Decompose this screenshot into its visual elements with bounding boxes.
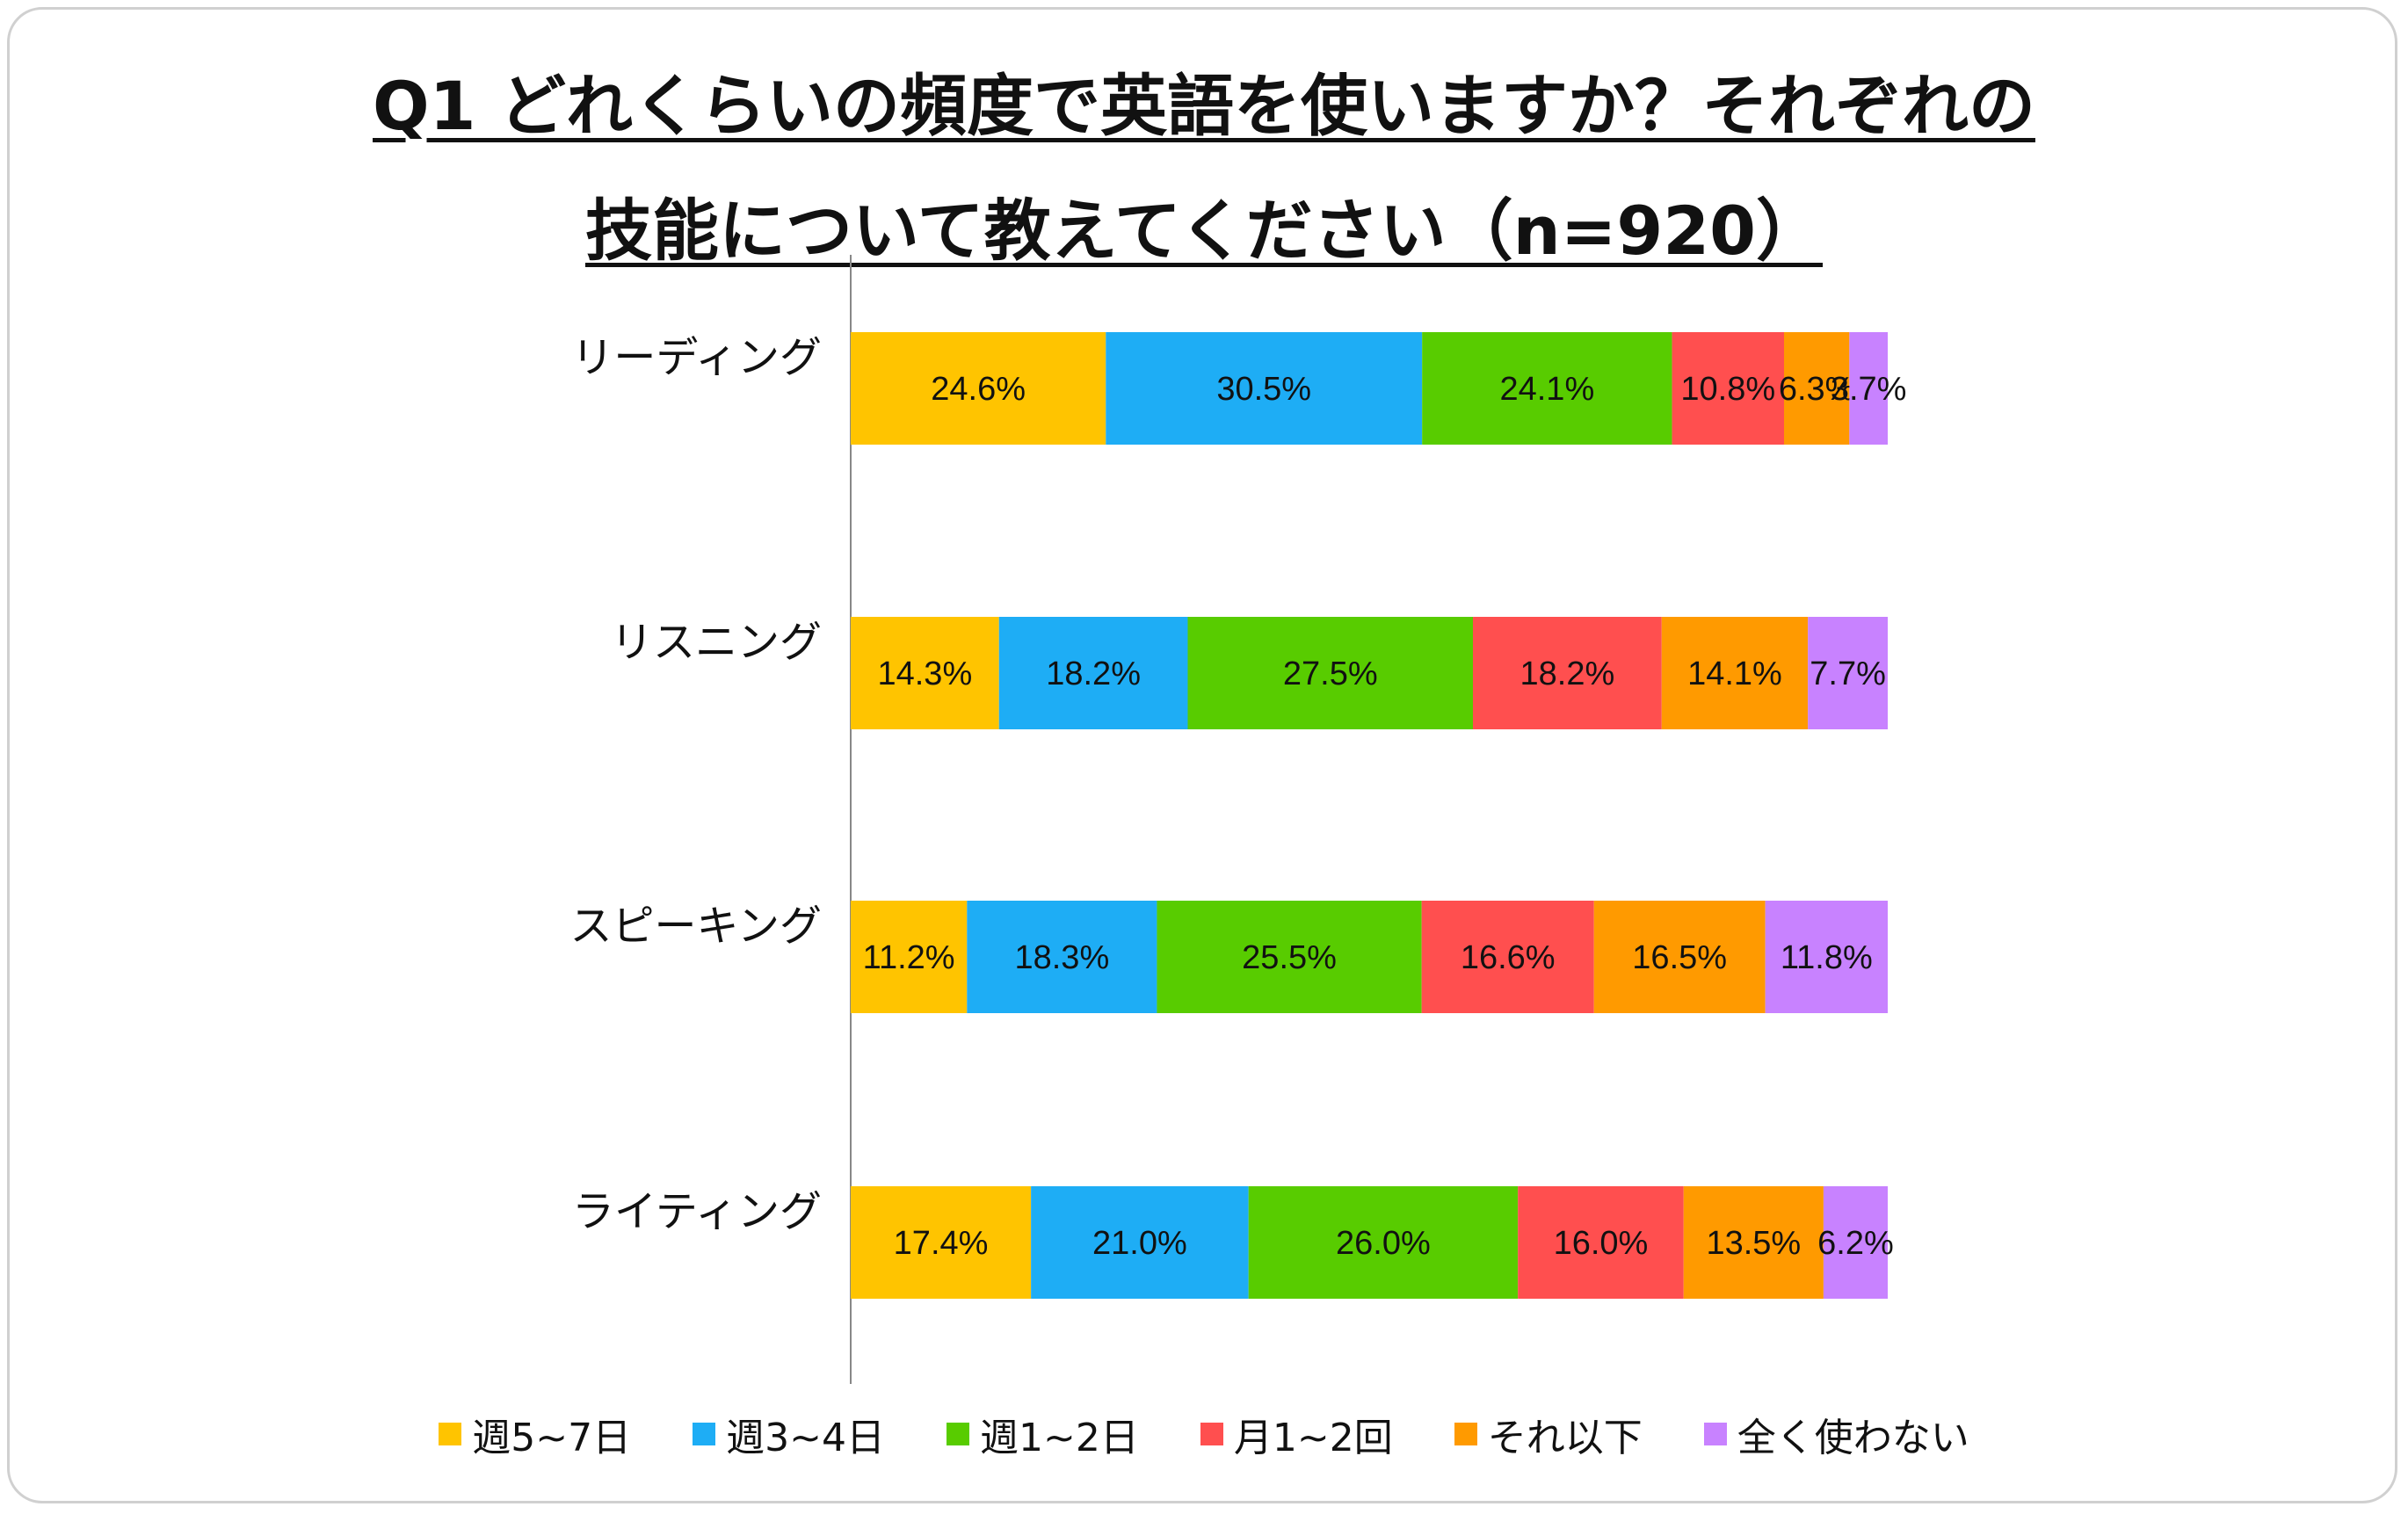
bar-segment xyxy=(851,332,1106,445)
category-label: ライティング xyxy=(572,1187,822,1236)
data-label: 27.5% xyxy=(1283,656,1378,692)
bar-segment xyxy=(1518,1186,1684,1299)
bar-segment xyxy=(1248,1186,1519,1299)
bar-segment xyxy=(851,1186,1032,1299)
data-label: 14.3% xyxy=(877,656,972,692)
chart-legend: 週5~7日 週3~4日 週1~2日 月1~2回 それ以下 全く使わない xyxy=(0,1406,2408,1462)
legend-item: 月1~2回 xyxy=(1200,1406,1393,1462)
bar-segment xyxy=(1422,332,1672,445)
bar-segment xyxy=(1784,332,1850,445)
data-label: 18.2% xyxy=(1520,656,1615,692)
category-label: スピーキング xyxy=(569,902,822,951)
legend-item: 週3~4日 xyxy=(693,1406,885,1462)
bar-segment xyxy=(851,617,999,729)
data-label: 3.7% xyxy=(1831,371,1907,408)
data-label: 11.8% xyxy=(1781,939,1873,976)
bar-segment xyxy=(1683,1186,1824,1299)
legend-swatch xyxy=(1200,1423,1223,1445)
bar-segment xyxy=(1849,332,1888,445)
bar-segment xyxy=(1765,901,1888,1013)
data-label: 18.2% xyxy=(1046,656,1141,692)
data-label: 24.1% xyxy=(1499,371,1594,408)
bar-segment xyxy=(1157,901,1422,1013)
data-label: 30.5% xyxy=(1216,371,1311,408)
title-line-1: Q1 どれくらいの頻度で英語を使いますか？それぞれの xyxy=(373,67,2035,145)
legend-item: 週1~2日 xyxy=(947,1406,1139,1462)
legend-swatch xyxy=(693,1423,716,1445)
data-label: 26.0% xyxy=(1336,1225,1431,1262)
bar-segment xyxy=(1106,332,1423,445)
data-label: 10.8% xyxy=(1680,371,1775,408)
bar-segment xyxy=(851,901,968,1013)
bar-segment xyxy=(1672,332,1784,445)
legend-label: 週1~2日 xyxy=(980,1416,1139,1460)
bar-segment xyxy=(1031,1186,1249,1299)
legend-label: それ以下 xyxy=(1487,1416,1643,1460)
data-label: 13.5% xyxy=(1706,1225,1801,1262)
category-label: リーディング xyxy=(571,333,822,382)
legend-item: 週5~7日 xyxy=(439,1406,631,1462)
bar-segment xyxy=(1661,617,1809,729)
data-label: 14.1% xyxy=(1687,656,1782,692)
bar-segment xyxy=(967,901,1157,1013)
data-label: 25.5% xyxy=(1242,939,1337,976)
bar-segment xyxy=(1421,901,1594,1013)
data-label: 16.0% xyxy=(1554,1225,1649,1262)
data-label: 11.2% xyxy=(863,939,955,976)
data-label: 6.3% xyxy=(1779,371,1855,408)
legend-label: 月1~2回 xyxy=(1233,1416,1393,1460)
legend-swatch xyxy=(439,1423,462,1445)
data-label: 17.4% xyxy=(894,1225,989,1262)
legend-label: 週3~4日 xyxy=(726,1416,885,1460)
bar-segment xyxy=(1593,901,1766,1013)
legend-swatch xyxy=(947,1423,969,1445)
bar-segment xyxy=(1808,617,1888,729)
bar-segment xyxy=(1187,617,1473,729)
legend-label: 週5~7日 xyxy=(472,1416,632,1460)
data-label: 7.7% xyxy=(1810,656,1886,692)
legend-label: 全く使わない xyxy=(1737,1416,1969,1460)
data-label: 21.0% xyxy=(1092,1225,1187,1262)
title-line-2: 技能について教えてください（n=920） xyxy=(584,192,1824,270)
chart-title: Q1 どれくらいの頻度で英語を使いますか？それぞれの 技能について教えてください… xyxy=(0,44,2408,293)
bar-segment xyxy=(1823,1186,1888,1299)
legend-swatch xyxy=(1454,1423,1477,1445)
legend-swatch xyxy=(1703,1423,1727,1445)
data-label: 16.6% xyxy=(1461,939,1556,976)
legend-item: 全く使わない xyxy=(1703,1406,1969,1462)
category-label: リスニング xyxy=(611,618,822,667)
bar-segment xyxy=(998,617,1188,729)
bar-segment xyxy=(1473,617,1662,729)
data-label: 16.5% xyxy=(1632,939,1727,976)
data-label: 18.3% xyxy=(1014,939,1109,976)
legend-item: それ以下 xyxy=(1454,1406,1643,1462)
data-label: 24.6% xyxy=(931,371,1026,408)
data-label: 6.2% xyxy=(1817,1225,1894,1262)
